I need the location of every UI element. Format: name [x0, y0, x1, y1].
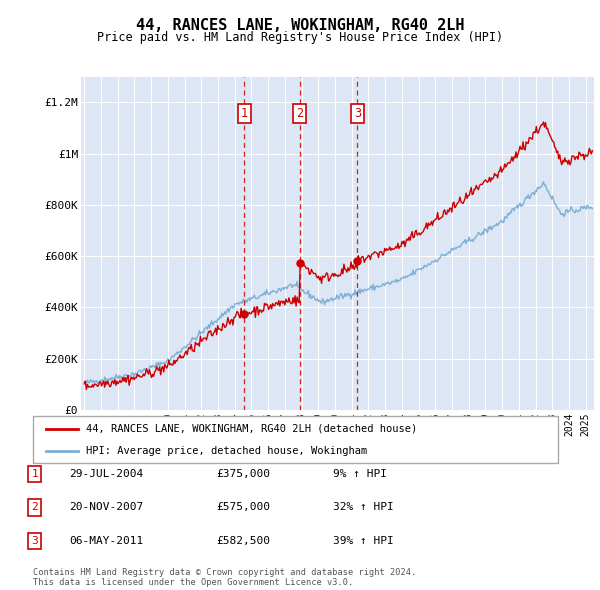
Text: 1: 1	[241, 107, 248, 120]
Text: 9% ↑ HPI: 9% ↑ HPI	[333, 469, 387, 478]
Text: 3: 3	[354, 107, 361, 120]
Text: 29-JUL-2004: 29-JUL-2004	[69, 469, 143, 478]
Text: Contains HM Land Registry data © Crown copyright and database right 2024.: Contains HM Land Registry data © Crown c…	[33, 568, 416, 577]
Text: 2: 2	[31, 503, 38, 512]
Text: 20-NOV-2007: 20-NOV-2007	[69, 503, 143, 512]
Text: £582,500: £582,500	[216, 536, 270, 546]
Text: £575,000: £575,000	[216, 503, 270, 512]
Text: Price paid vs. HM Land Registry's House Price Index (HPI): Price paid vs. HM Land Registry's House …	[97, 31, 503, 44]
Text: 2: 2	[296, 107, 303, 120]
Text: 44, RANCES LANE, WOKINGHAM, RG40 2LH: 44, RANCES LANE, WOKINGHAM, RG40 2LH	[136, 18, 464, 34]
Text: 3: 3	[31, 536, 38, 546]
Text: HPI: Average price, detached house, Wokingham: HPI: Average price, detached house, Woki…	[86, 447, 367, 456]
Text: This data is licensed under the Open Government Licence v3.0.: This data is licensed under the Open Gov…	[33, 578, 353, 587]
Text: 06-MAY-2011: 06-MAY-2011	[69, 536, 143, 546]
Text: 44, RANCES LANE, WOKINGHAM, RG40 2LH (detached house): 44, RANCES LANE, WOKINGHAM, RG40 2LH (de…	[86, 424, 417, 434]
Text: 39% ↑ HPI: 39% ↑ HPI	[333, 536, 394, 546]
Text: 1: 1	[31, 469, 38, 478]
Text: £375,000: £375,000	[216, 469, 270, 478]
Text: 32% ↑ HPI: 32% ↑ HPI	[333, 503, 394, 512]
FancyBboxPatch shape	[33, 416, 558, 463]
